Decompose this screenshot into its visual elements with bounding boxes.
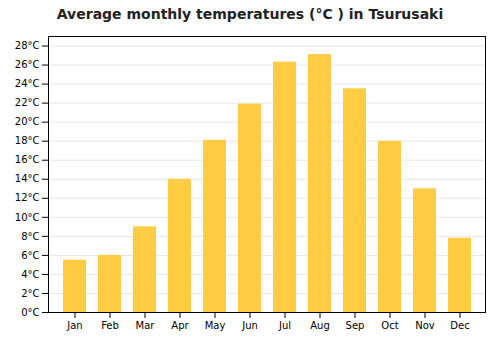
svg-text:12°C: 12°C xyxy=(15,192,40,203)
svg-text:10°C: 10°C xyxy=(15,212,40,223)
svg-text:8°C: 8°C xyxy=(21,231,39,242)
svg-text:Apr: Apr xyxy=(171,320,189,331)
svg-text:2°C: 2°C xyxy=(21,288,39,299)
svg-text:18°C: 18°C xyxy=(15,135,40,146)
svg-text:20°C: 20°C xyxy=(15,116,40,127)
svg-text:28°C: 28°C xyxy=(15,40,40,51)
svg-text:Dec: Dec xyxy=(450,320,469,331)
svg-text:0°C: 0°C xyxy=(21,307,39,318)
svg-text:Mar: Mar xyxy=(136,320,156,331)
svg-text:6°C: 6°C xyxy=(21,250,39,261)
svg-text:Nov: Nov xyxy=(415,320,435,331)
svg-text:Feb: Feb xyxy=(101,320,119,331)
svg-text:26°C: 26°C xyxy=(15,59,40,70)
html-text:Average monthly temperatures (: Average monthly temperatures (°C ) in Ts… xyxy=(56,6,444,22)
svg-text:24°C: 24°C xyxy=(15,78,40,89)
svg-text:14°C: 14°C xyxy=(15,173,40,184)
svg-text:22°C: 22°C xyxy=(15,97,40,108)
svg-text:Oct: Oct xyxy=(381,320,398,331)
svg-text:Jun: Jun xyxy=(241,320,258,331)
svg-text:4°C: 4°C xyxy=(21,269,39,280)
svg-text:Jan: Jan xyxy=(66,320,82,331)
svg-text:Sep: Sep xyxy=(346,320,365,331)
svg-text:Jul: Jul xyxy=(278,320,291,331)
svg-text:16°C: 16°C xyxy=(15,154,40,165)
svg-text:May: May xyxy=(205,320,226,331)
svg-text:Aug: Aug xyxy=(310,320,330,331)
